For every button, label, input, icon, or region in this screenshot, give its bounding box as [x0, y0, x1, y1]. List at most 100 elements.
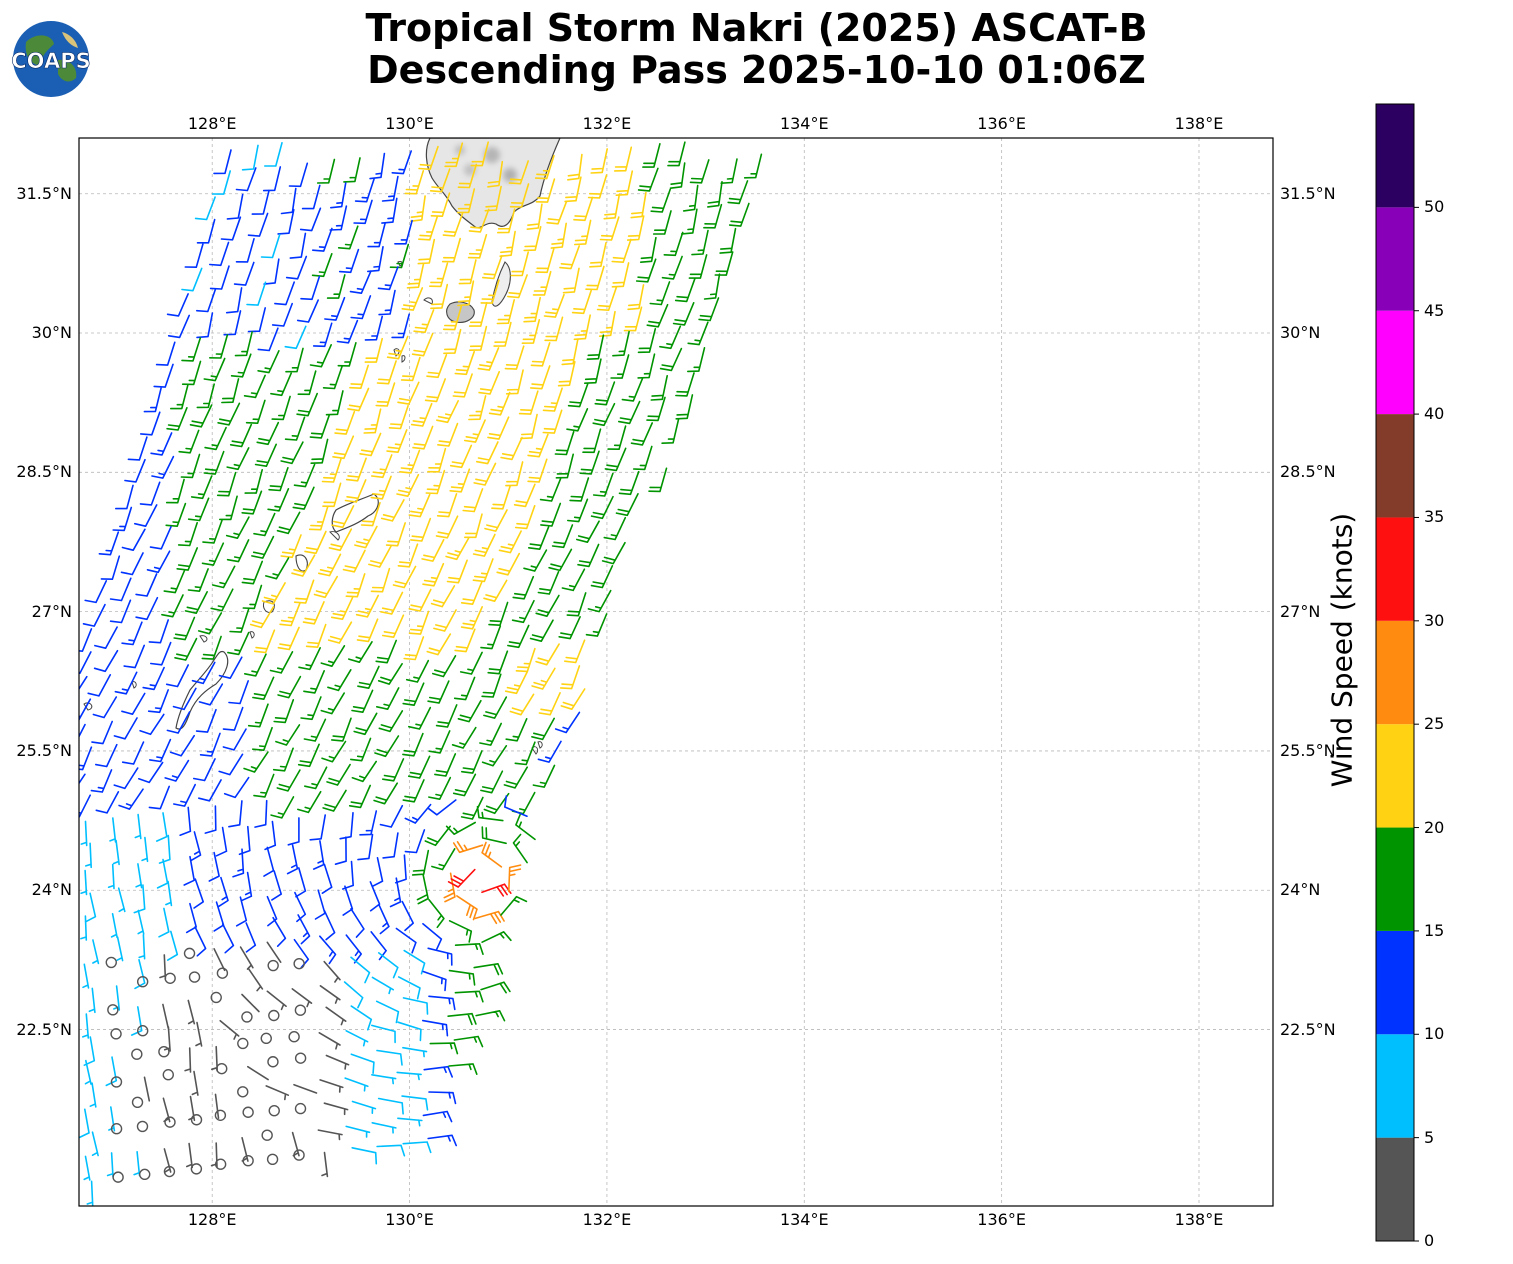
wind-barb [178, 429, 200, 454]
wind-barb [184, 243, 204, 268]
wind-barb [275, 724, 301, 746]
wind-barb [543, 293, 565, 318]
wind-barb [235, 896, 248, 927]
wind-barb [535, 594, 560, 617]
wind-barb [422, 562, 445, 587]
map-gridlines [79, 138, 1273, 1206]
wind-barb [289, 232, 307, 259]
wind-barb [121, 528, 146, 551]
wind-barb [323, 910, 336, 941]
wind-barb [201, 542, 225, 566]
wind-barb [661, 255, 683, 280]
wind-barb [271, 395, 291, 421]
wind-barb [230, 353, 252, 378]
wind-barb [294, 891, 307, 923]
wind-barb [295, 867, 307, 898]
wind-barb [284, 325, 307, 350]
wind-barb [698, 297, 720, 322]
wind-barb [667, 141, 686, 167]
wind-barb [150, 432, 173, 456]
wind-barb [319, 985, 341, 1004]
wind-barb [428, 1091, 457, 1105]
wind-barb [248, 968, 264, 992]
wind-barb [92, 939, 100, 965]
wind-barb [133, 884, 146, 914]
lat-tick-label: 25.5°N [1280, 740, 1336, 760]
wind-barb [548, 548, 573, 572]
wind-barb [332, 435, 355, 460]
wind-barb [82, 603, 106, 627]
wind-barb [468, 395, 487, 421]
wind-barb [564, 176, 582, 203]
wind-barb [124, 458, 146, 483]
wind-barb [535, 248, 555, 274]
wind-barb [481, 745, 508, 767]
wind-barb [303, 718, 327, 742]
wind-barb [560, 688, 586, 710]
wind-barb [134, 959, 146, 990]
wind-barb [263, 846, 275, 877]
wind-barb [483, 579, 508, 602]
wind-barb [500, 895, 528, 916]
wind-barb [313, 575, 338, 599]
wind-barb [293, 957, 305, 970]
wind-barb [274, 281, 295, 306]
wind-barb [426, 354, 448, 379]
wind-barb [261, 1129, 273, 1141]
wind-barb [639, 236, 657, 263]
wind-barb [467, 234, 488, 259]
wind-barb [270, 372, 292, 397]
lon-tick-label: 138°E [1174, 114, 1224, 133]
wind-barb [430, 192, 451, 217]
wind-barb [109, 599, 132, 624]
wind-barb [268, 467, 289, 492]
wind-barb [334, 836, 347, 865]
wind-barb [267, 959, 279, 972]
wind-barb [247, 1065, 269, 1081]
wind-barb [115, 484, 134, 510]
wind-barb [504, 345, 525, 370]
wind-barb [514, 505, 536, 530]
wind-barb [615, 170, 634, 196]
wind-barb [542, 387, 563, 412]
wind-barb [294, 1102, 307, 1115]
lat-tick-label: 27°N [31, 601, 72, 621]
wind-barb [190, 475, 213, 500]
wind-barb [453, 676, 476, 701]
wind-barb [321, 458, 342, 483]
wind-barb [261, 582, 286, 605]
lon-tick-label: 132°E [582, 114, 632, 133]
wind-barb [422, 1019, 449, 1037]
wind-barb [163, 1165, 176, 1178]
wind-barb [153, 363, 174, 388]
wind-barb [320, 645, 346, 667]
wind-barb [219, 495, 238, 521]
wind-barb [432, 655, 457, 678]
wind-barb [436, 400, 459, 424]
lat-tick-label: 28.5°N [1280, 462, 1336, 482]
wind-barb [401, 287, 424, 311]
wind-barb [98, 531, 120, 556]
wind-barb [515, 647, 536, 673]
wind-barb [394, 219, 413, 245]
wind-barb [391, 313, 410, 339]
wind-barb [318, 1032, 341, 1050]
wind-barb [380, 591, 404, 615]
wind-barb [505, 369, 524, 395]
wind-barb [353, 712, 378, 736]
wind-barb [500, 436, 523, 461]
wind-barb [443, 328, 462, 355]
wind-barb [618, 470, 640, 496]
wind-barb [468, 208, 490, 233]
wind-barb [208, 851, 220, 882]
wind-barb [80, 915, 88, 941]
wind-barb [561, 568, 586, 592]
wind-barb [84, 580, 108, 604]
wind-barb [237, 1086, 249, 1098]
wind-barb [287, 817, 300, 846]
wind-barb [118, 788, 144, 810]
wind-barb [243, 374, 266, 399]
wind-barb [251, 189, 270, 215]
wind-barb [138, 761, 164, 784]
wind-barb [351, 760, 377, 783]
